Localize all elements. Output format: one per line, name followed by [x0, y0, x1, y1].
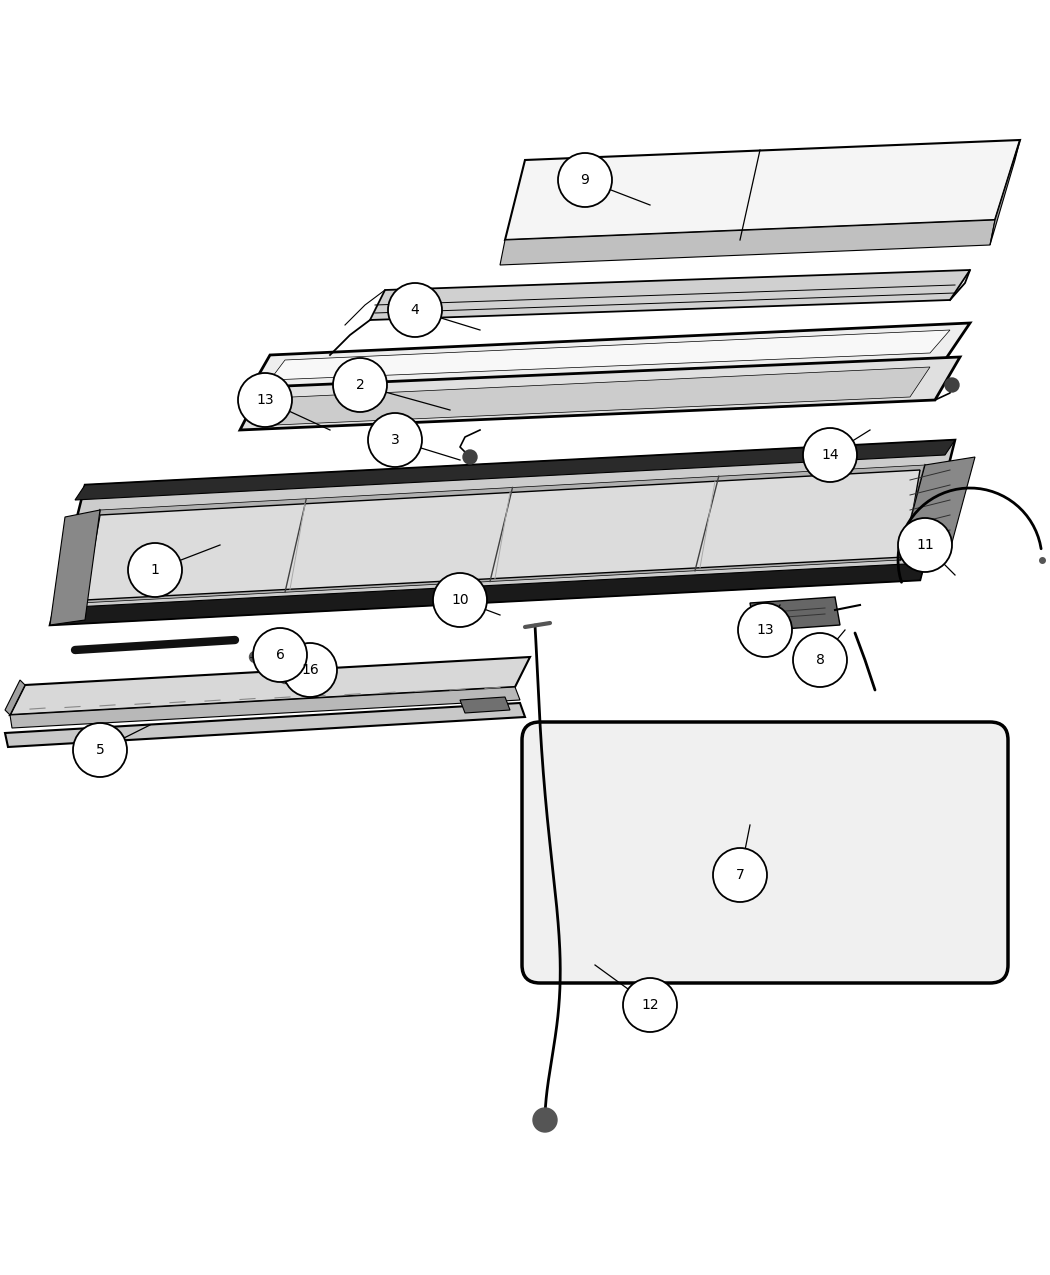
- Circle shape: [238, 374, 292, 427]
- Circle shape: [945, 377, 959, 391]
- Text: 4: 4: [411, 303, 419, 317]
- Polygon shape: [85, 470, 920, 601]
- Text: 8: 8: [816, 653, 824, 667]
- Polygon shape: [750, 597, 840, 631]
- Circle shape: [284, 643, 337, 697]
- Polygon shape: [50, 564, 925, 625]
- Polygon shape: [5, 703, 525, 747]
- Circle shape: [368, 413, 422, 467]
- Circle shape: [250, 652, 260, 663]
- Polygon shape: [500, 221, 995, 265]
- Polygon shape: [50, 440, 956, 625]
- Circle shape: [738, 603, 792, 657]
- Polygon shape: [900, 456, 975, 560]
- Polygon shape: [5, 680, 25, 715]
- Circle shape: [463, 450, 477, 464]
- Circle shape: [333, 358, 387, 412]
- Text: 13: 13: [756, 623, 774, 638]
- Circle shape: [898, 518, 952, 572]
- Text: 13: 13: [256, 393, 274, 407]
- Polygon shape: [50, 510, 100, 625]
- Circle shape: [533, 1108, 556, 1132]
- Circle shape: [388, 283, 442, 337]
- Text: 9: 9: [581, 173, 589, 187]
- Polygon shape: [75, 440, 956, 500]
- Text: 16: 16: [301, 663, 319, 677]
- Polygon shape: [270, 330, 950, 380]
- Polygon shape: [460, 697, 510, 713]
- Circle shape: [558, 153, 612, 207]
- Polygon shape: [250, 323, 970, 390]
- FancyBboxPatch shape: [522, 722, 1008, 983]
- Text: 7: 7: [736, 868, 744, 882]
- Polygon shape: [10, 657, 530, 715]
- Circle shape: [279, 672, 291, 683]
- Circle shape: [74, 723, 127, 776]
- Text: 5: 5: [96, 743, 104, 757]
- Circle shape: [433, 572, 487, 627]
- Polygon shape: [370, 270, 970, 320]
- Circle shape: [803, 428, 857, 482]
- Text: 2: 2: [356, 377, 364, 391]
- Text: 1: 1: [150, 564, 160, 578]
- Circle shape: [793, 632, 847, 687]
- Text: 14: 14: [821, 448, 839, 462]
- Polygon shape: [990, 140, 1020, 245]
- Polygon shape: [240, 357, 960, 430]
- Circle shape: [128, 543, 182, 597]
- Polygon shape: [505, 140, 1020, 240]
- Text: 10: 10: [452, 593, 468, 607]
- Text: 11: 11: [916, 538, 933, 552]
- Polygon shape: [80, 465, 925, 603]
- Polygon shape: [275, 367, 930, 425]
- Circle shape: [623, 978, 677, 1031]
- Text: 12: 12: [642, 998, 658, 1012]
- Circle shape: [713, 848, 766, 901]
- Text: 3: 3: [391, 434, 399, 448]
- Circle shape: [293, 664, 303, 676]
- Polygon shape: [10, 687, 520, 728]
- Circle shape: [253, 629, 307, 682]
- Text: 6: 6: [275, 648, 285, 662]
- Circle shape: [267, 662, 277, 672]
